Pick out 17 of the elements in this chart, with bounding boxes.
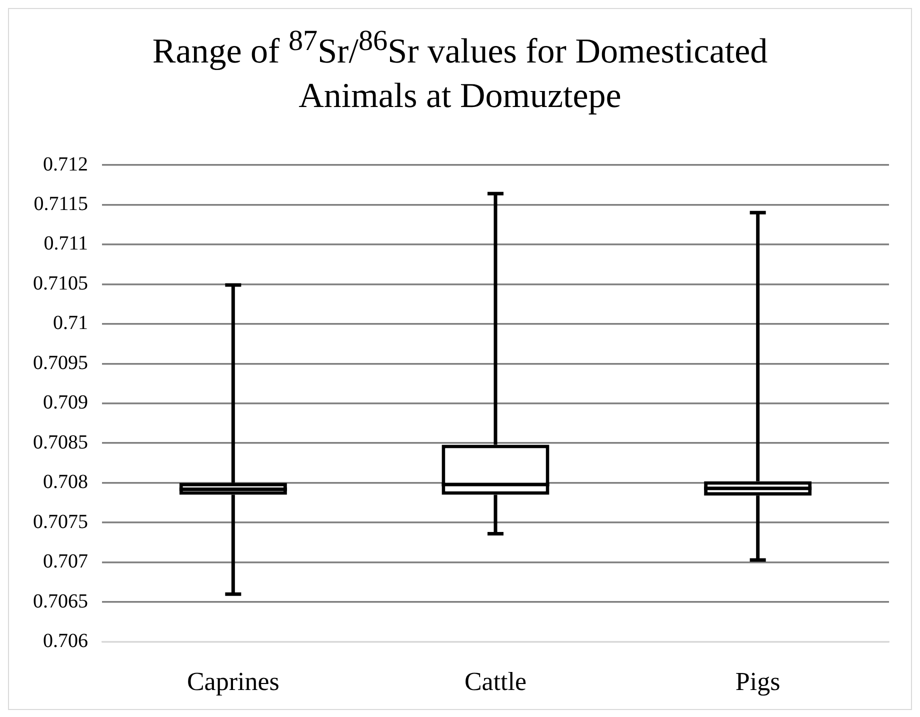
x-tick-label: Pigs	[735, 667, 780, 696]
y-tick-label: 0.711	[44, 232, 88, 255]
y-tick-label: 0.708	[43, 471, 88, 494]
y-tick-label: 0.7075	[33, 510, 88, 533]
y-tick-label: 0.706	[43, 630, 88, 652]
chart-title: Range of $^{87}$Sr/$^{86}$Sr values for Domesticated Animals at Domuztepe	[151, 24, 769, 117]
y-tick-label: 0.7095	[33, 352, 88, 374]
y-tick-label: 0.7065	[33, 590, 88, 612]
y-tick-label: 0.709	[43, 392, 88, 414]
y-tick-label: 0.7115	[34, 192, 88, 215]
y-tick-label: 0.71	[53, 312, 88, 334]
x-tick-label: Cattle	[464, 667, 527, 696]
x-tick-label: Caprines	[186, 667, 280, 696]
y-tick-label: 0.7085	[33, 431, 88, 454]
y-tick-label: 0.7105	[33, 272, 88, 294]
y-tick-label: 0.712	[43, 153, 88, 176]
y-tick-label: 0.707	[43, 550, 88, 573]
